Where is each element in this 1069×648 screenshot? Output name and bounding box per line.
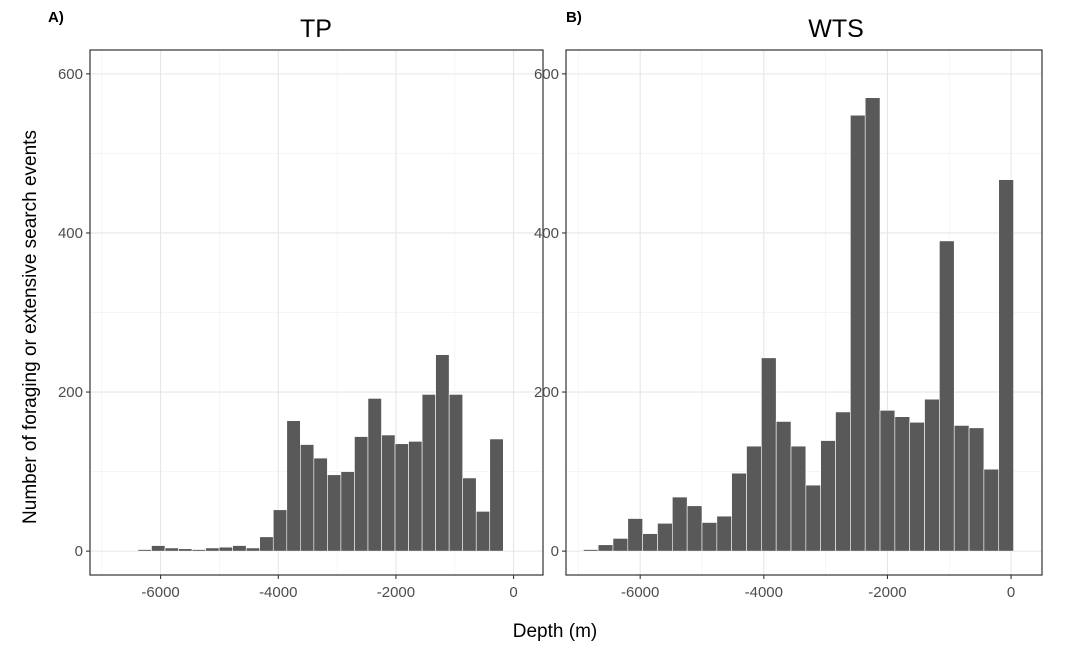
bar — [314, 458, 328, 551]
bar — [895, 417, 910, 551]
bar — [583, 550, 598, 552]
bar — [702, 523, 717, 552]
bar — [865, 98, 880, 551]
bar — [939, 241, 954, 551]
bar — [821, 441, 836, 552]
panel-title: TP — [300, 15, 332, 43]
bar — [341, 472, 355, 552]
y-tick-label: 200 — [534, 384, 559, 401]
bar — [643, 534, 658, 552]
bar — [138, 550, 152, 552]
bar — [273, 510, 287, 551]
y-tick-label: 600 — [534, 66, 559, 83]
bar — [354, 437, 368, 552]
bar — [954, 425, 969, 551]
bar — [925, 399, 940, 551]
y-tick-label: 0 — [75, 543, 83, 560]
bar — [449, 394, 463, 551]
x-tick-label: -6000 — [141, 584, 179, 601]
bar — [300, 445, 314, 552]
bars — [138, 355, 503, 551]
bar — [836, 412, 851, 551]
bar — [747, 446, 762, 551]
y-tick-label: 200 — [58, 384, 83, 401]
bar — [192, 550, 206, 552]
bar — [368, 398, 382, 551]
panel-title: WTS — [808, 15, 864, 43]
bar — [776, 421, 791, 551]
y-tick-label: 0 — [551, 543, 559, 560]
bar — [598, 545, 613, 551]
bar — [422, 394, 436, 551]
bar — [687, 506, 702, 551]
bar — [219, 547, 233, 551]
y-axis-title: Number of foraging or extensive search e… — [20, 130, 41, 524]
y-tick-label: 400 — [534, 225, 559, 242]
bar — [672, 497, 687, 551]
panel-b: B) WTS 0 200 400 600 -6000 -4000 -2000 0 — [534, 9, 1042, 601]
bar — [327, 475, 341, 551]
x-tick-label: -4000 — [259, 584, 297, 601]
panel-a: A) TP 0 200 400 600 -6000 -4000 -2000 0 — [48, 9, 543, 601]
bar — [165, 548, 179, 551]
y-tick-label: 400 — [58, 225, 83, 242]
x-tick-label: -4000 — [745, 584, 783, 601]
bar — [382, 435, 396, 551]
bar — [409, 441, 423, 551]
bar — [717, 516, 732, 551]
bar — [628, 519, 643, 552]
bar — [761, 358, 776, 551]
bar — [233, 546, 247, 552]
bar — [880, 410, 895, 551]
bar — [287, 421, 301, 551]
bar — [246, 548, 260, 551]
x-axis-title: Depth (m) — [513, 621, 597, 642]
bar — [850, 115, 865, 551]
bar — [984, 469, 999, 551]
x-tick-label: -6000 — [621, 584, 659, 601]
bar — [791, 446, 806, 551]
bar — [490, 439, 504, 551]
bar — [463, 478, 477, 551]
bar — [151, 546, 165, 552]
panel-letter: B) — [566, 9, 582, 26]
bar — [436, 355, 450, 551]
bar — [206, 548, 220, 551]
bar — [179, 549, 193, 551]
x-tick-label: -2000 — [377, 584, 415, 601]
bar — [910, 422, 925, 551]
y-tick-label: 600 — [58, 66, 83, 83]
bar — [260, 537, 274, 551]
bar — [999, 180, 1014, 551]
bar — [613, 538, 628, 551]
x-tick-label: 0 — [1007, 584, 1015, 601]
x-tick-label: 0 — [509, 584, 517, 601]
bar — [395, 444, 409, 551]
bar — [806, 485, 821, 551]
bar — [732, 473, 747, 551]
bar — [476, 511, 490, 551]
panel-letter: A) — [48, 9, 64, 26]
x-tick-label: -2000 — [868, 584, 906, 601]
bar — [969, 428, 984, 551]
bar — [657, 523, 672, 551]
